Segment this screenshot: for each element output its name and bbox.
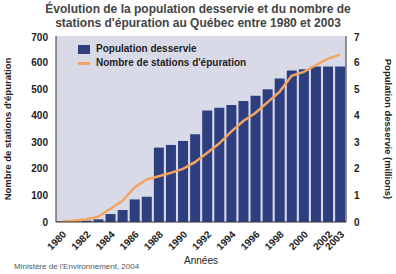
html-text:Nombre de stations d'épuration: Nombre de stations d'épuration: [96, 57, 247, 68]
svg-text:2003: 2003: [323, 228, 347, 252]
html-text:Ministère de l'Environnement,: Ministère de l'Environnement, 2004: [14, 262, 140, 271]
svg-text:4: 4: [354, 110, 360, 121]
svg-text:Années: Années: [184, 255, 218, 264]
svg-text:1996: 1996: [238, 228, 262, 252]
svg-text:3: 3: [354, 137, 360, 148]
svg-text:600: 600: [31, 57, 48, 68]
svg-text:1: 1: [354, 190, 360, 201]
svg-text:1994: 1994: [214, 228, 238, 252]
svg-text:100: 100: [31, 190, 48, 201]
svg-text:500: 500: [31, 84, 48, 95]
svg-text:5: 5: [354, 84, 360, 95]
html-text:Évolution de la population des: Évolution de la population desservie et …: [45, 2, 351, 30]
svg-text:0: 0: [354, 217, 360, 228]
svg-text:0: 0: [42, 217, 48, 228]
svg-text:1986: 1986: [117, 228, 141, 252]
svg-text:1984: 1984: [93, 228, 117, 252]
svg-text:700: 700: [31, 32, 48, 43]
html-text:Population desservie: Population desservie: [96, 43, 197, 54]
svg-text:1990: 1990: [166, 228, 190, 252]
svg-text:1998: 1998: [262, 228, 286, 252]
svg-text:1992: 1992: [190, 228, 214, 252]
svg-text:300: 300: [31, 137, 48, 148]
svg-text:1980: 1980: [45, 228, 69, 252]
svg-text:Nombre de stations d'épuration: Nombre de stations d'épuration: [8, 57, 13, 200]
svg-text:Population desservie (millions: Population desservie (millions): [383, 59, 388, 199]
svg-text:400: 400: [31, 110, 48, 121]
svg-text:2000: 2000: [287, 228, 311, 252]
svg-text:1982: 1982: [69, 228, 93, 252]
svg-text:1988: 1988: [142, 228, 166, 252]
svg-text:6: 6: [354, 57, 360, 68]
svg-text:2: 2: [354, 163, 360, 174]
svg-text:200: 200: [31, 163, 48, 174]
svg-text:2002: 2002: [310, 228, 335, 253]
svg-text:7: 7: [354, 32, 360, 43]
